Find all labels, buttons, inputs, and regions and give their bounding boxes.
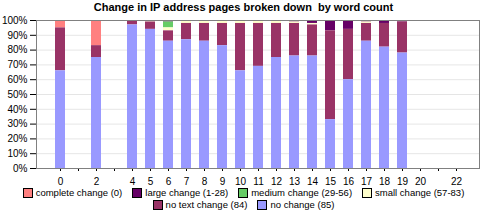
svg-text:14: 14 [307, 176, 319, 186]
html-text:small change (57-83): small change (57-83) [375, 187, 465, 198]
svg-text:6: 6 [166, 176, 172, 186]
svg-text:16: 16 [343, 176, 355, 186]
html-text:no change (85): no change (85) [270, 199, 335, 210]
html-text:Change in IP address pages bro: Change in IP address pages broken down b… [93, 1, 394, 13]
svg-text:11: 11 [253, 176, 264, 186]
svg-text:20%: 20% [7, 133, 27, 144]
svg-text:9: 9 [220, 176, 226, 186]
svg-text:4: 4 [130, 176, 136, 186]
svg-text:19: 19 [397, 176, 409, 186]
svg-text:40%: 40% [7, 104, 27, 115]
svg-text:5: 5 [148, 176, 154, 186]
svg-text:18: 18 [379, 176, 391, 186]
svg-text:100%: 100% [2, 15, 28, 26]
svg-text:13: 13 [289, 176, 301, 186]
svg-text:0%: 0% [13, 163, 28, 174]
svg-text:80%: 80% [7, 44, 27, 55]
svg-text:20: 20 [415, 176, 427, 186]
svg-text:7: 7 [184, 176, 190, 186]
svg-text:12: 12 [271, 176, 283, 186]
svg-text:10%: 10% [7, 148, 27, 159]
svg-text:2: 2 [94, 176, 100, 186]
html-text:complete change (0): complete change (0) [35, 187, 123, 198]
svg-text:15: 15 [325, 176, 337, 186]
html-text:medium change (29-56): medium change (29-56) [251, 187, 353, 198]
svg-text:22: 22 [451, 176, 463, 186]
svg-text:60%: 60% [7, 74, 27, 85]
html-text:large change (1-28): large change (1-28) [145, 187, 229, 198]
svg-text:0: 0 [58, 176, 64, 186]
svg-text:50%: 50% [7, 89, 27, 100]
svg-text:8: 8 [202, 176, 208, 186]
svg-text:90%: 90% [7, 30, 27, 41]
svg-text:10: 10 [235, 176, 247, 186]
svg-text:30%: 30% [7, 118, 27, 129]
svg-text:17: 17 [361, 176, 373, 186]
html-text:no text change (84): no text change (84) [165, 199, 248, 210]
svg-text:70%: 70% [7, 59, 27, 70]
